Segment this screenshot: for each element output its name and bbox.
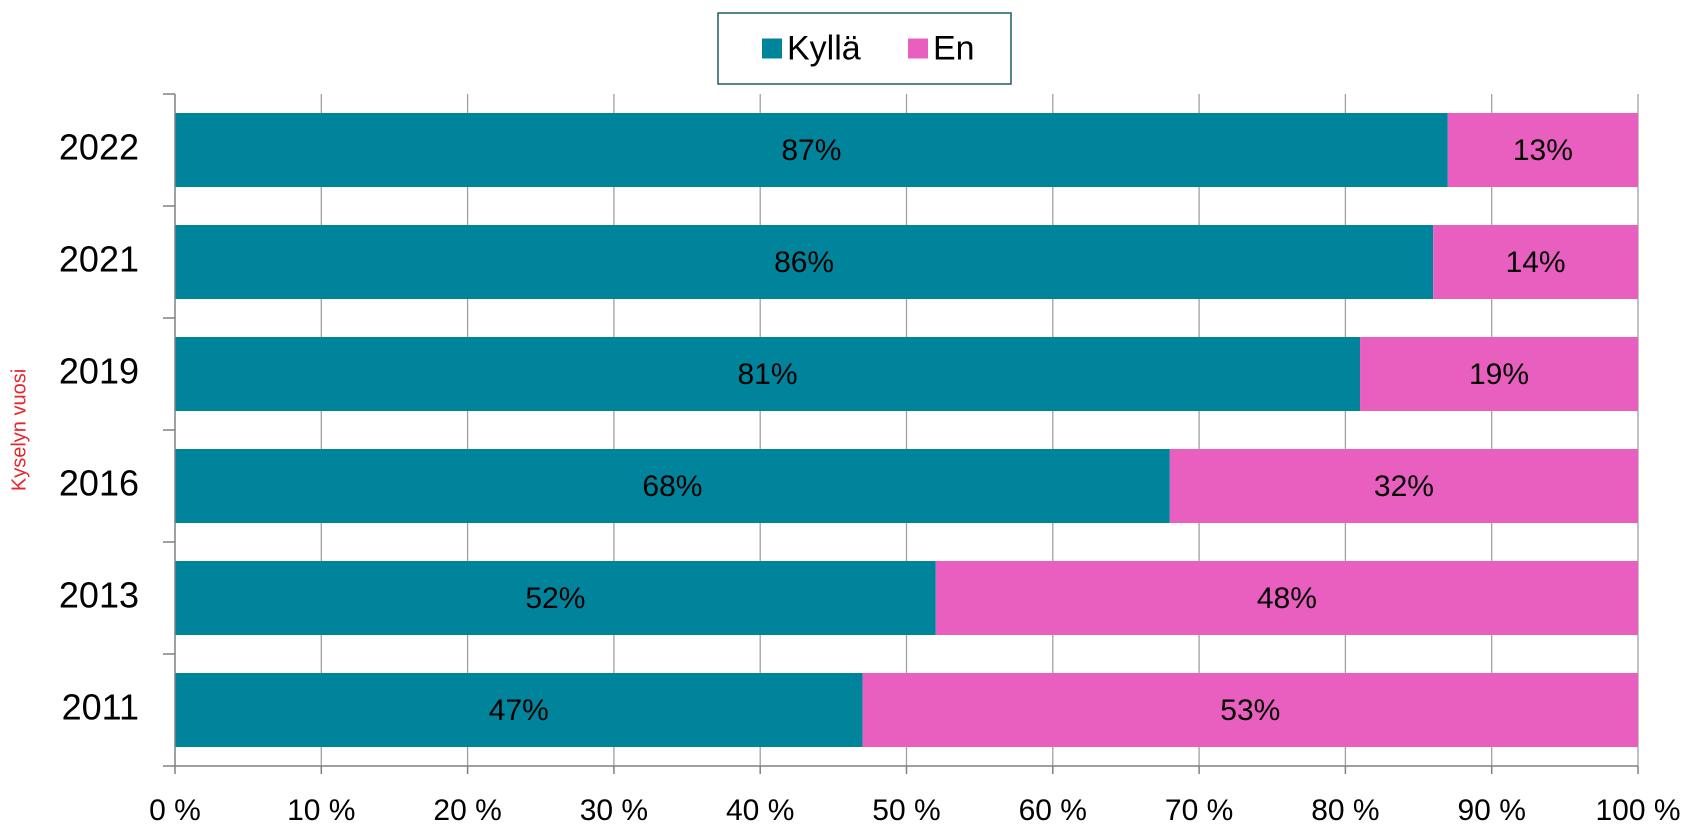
y-tick-label: 2016 <box>59 463 139 504</box>
data-label: 32% <box>1374 470 1434 503</box>
bar-segment <box>175 337 1361 411</box>
x-tick-label: 70 % <box>1165 794 1233 827</box>
bar-segment <box>1169 449 1638 523</box>
y-tick-label: 2019 <box>59 351 139 392</box>
x-tick-label: 10 % <box>287 794 355 827</box>
data-label: 53% <box>1220 694 1280 727</box>
data-label: 47% <box>489 694 549 727</box>
x-tick-label: 40 % <box>726 794 794 827</box>
y-axis-title: Kyselyn vuosi <box>8 369 30 491</box>
x-tick-label: 0 % <box>149 794 201 827</box>
data-label: 86% <box>774 246 834 279</box>
x-tick-label: 60 % <box>1019 794 1087 827</box>
bar-segment <box>175 561 936 635</box>
bar-segment <box>1360 337 1638 411</box>
bar-segment <box>175 449 1170 523</box>
y-tick-label: 2022 <box>59 127 139 168</box>
data-label: 81% <box>737 358 797 391</box>
legend-label: Kyllä <box>787 29 861 67</box>
bar-segment <box>1433 225 1638 299</box>
legend-swatch <box>762 38 782 59</box>
data-label: 87% <box>781 134 841 167</box>
x-tick-label: 80 % <box>1311 794 1379 827</box>
x-tick-label: 20 % <box>433 794 501 827</box>
x-tick-label: 50 % <box>872 794 940 827</box>
bar-segment <box>175 225 1434 299</box>
y-tick-label: 2021 <box>59 239 139 280</box>
x-tick-label: 30 % <box>580 794 648 827</box>
x-tick-label: 90 % <box>1458 794 1526 827</box>
legend-label: En <box>933 29 975 67</box>
data-label: 14% <box>1506 246 1566 279</box>
bar-segment <box>175 673 863 747</box>
data-label: 68% <box>642 470 702 503</box>
y-tick-label: 2013 <box>59 575 139 616</box>
legend-swatch <box>908 38 928 59</box>
data-label: 52% <box>525 582 585 615</box>
data-label: 13% <box>1513 134 1573 167</box>
bar-segment <box>935 561 1638 635</box>
data-label: 19% <box>1469 358 1529 391</box>
data-label: 48% <box>1257 582 1317 615</box>
bar-segment <box>862 673 1638 747</box>
bar-segment <box>175 113 1448 187</box>
y-tick-label: 2011 <box>62 687 139 728</box>
x-tick-label: 100 % <box>1595 794 1680 827</box>
bar-segment <box>1447 113 1638 187</box>
